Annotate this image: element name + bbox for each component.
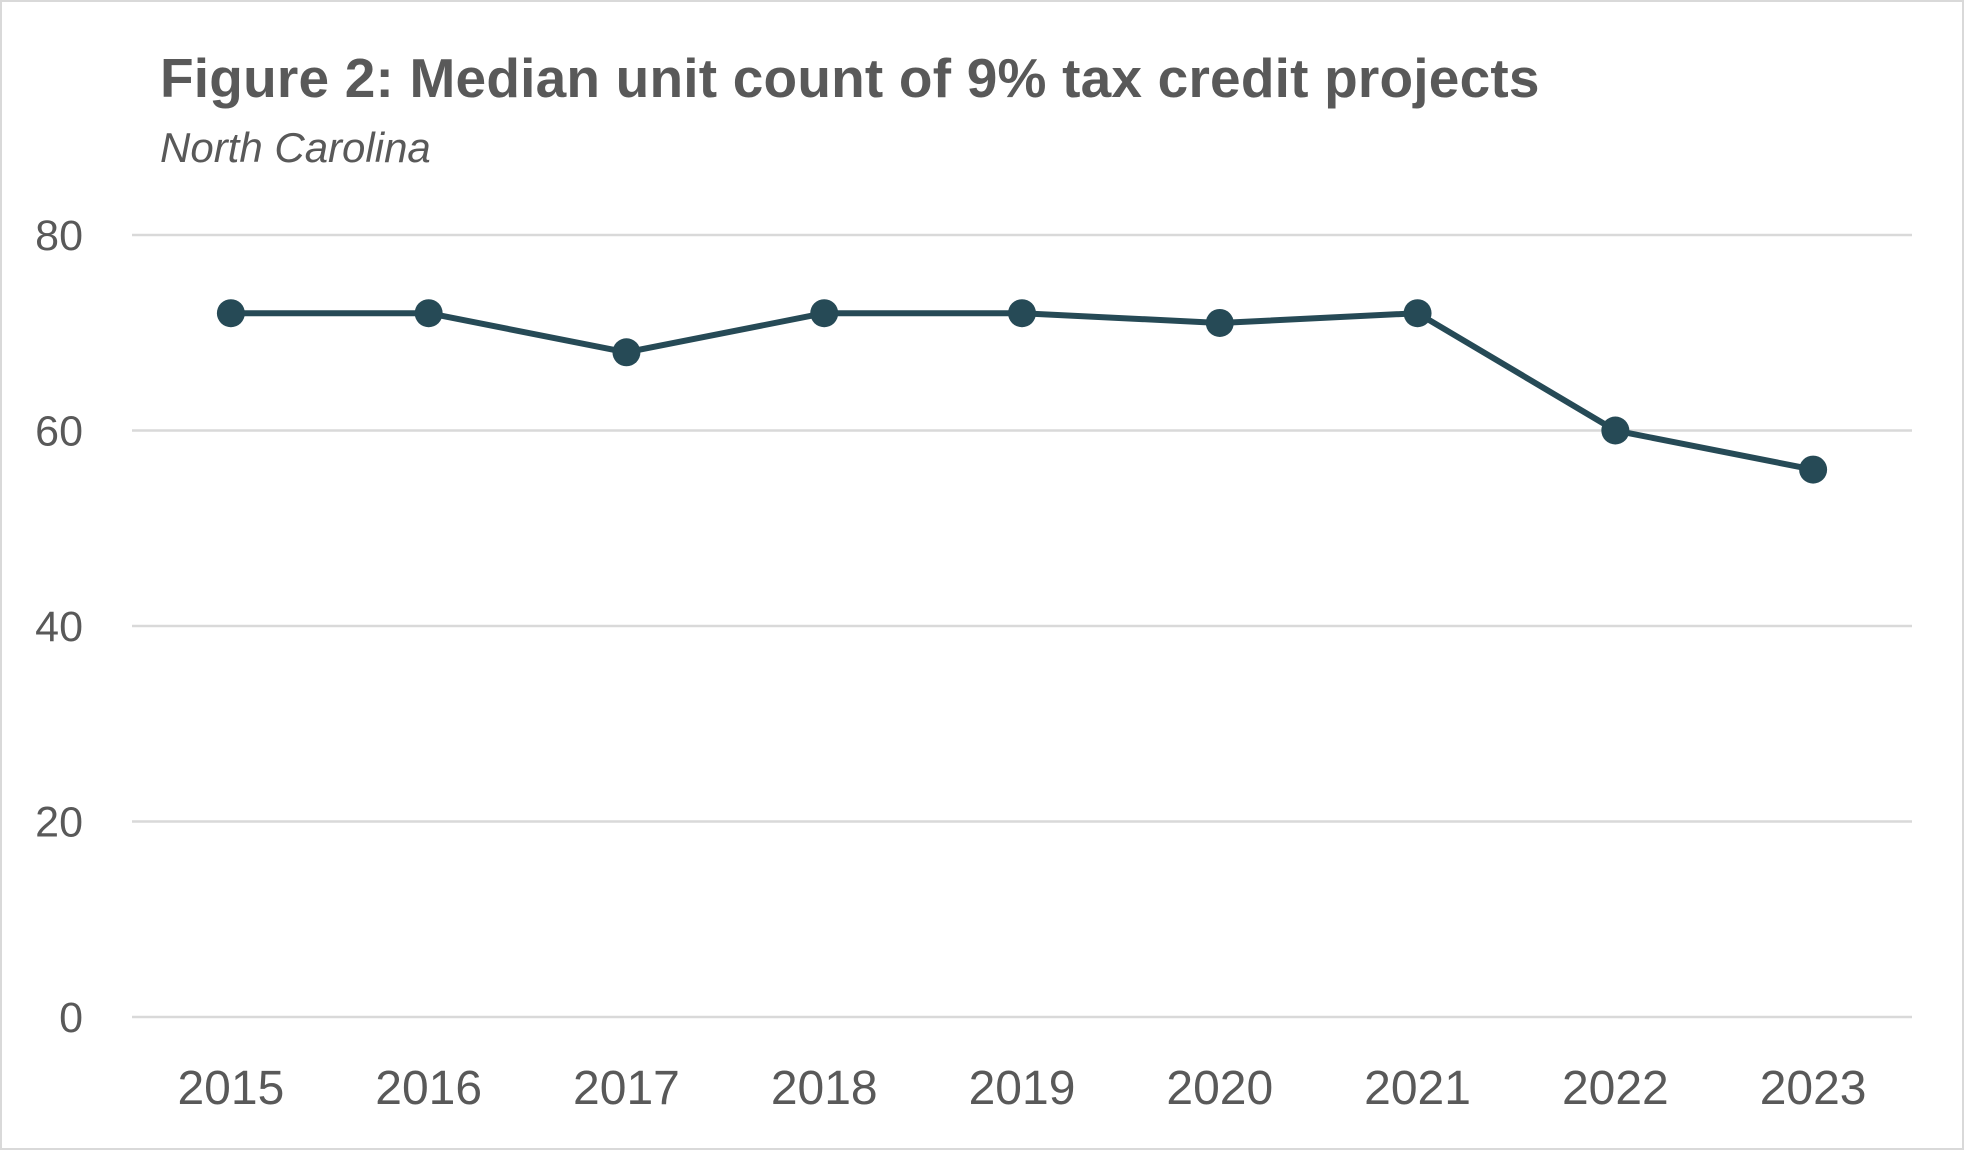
data-point-2023 [1799,455,1828,484]
chart-title: Figure 2: Median unit count of 9% tax cr… [160,47,1540,109]
y-tick-label: 0 [59,994,83,1042]
x-tick-label: 2018 [771,1062,878,1115]
x-axis-tick-labels: 2015 2016 2017 2018 2019 2020 2021 2022 2023 [177,1062,1866,1115]
x-tick-label: 2021 [1364,1062,1471,1115]
gridlines [132,233,1912,1019]
data-point-2019 [1008,299,1036,328]
chart-subtitle: North Carolina [160,124,431,171]
y-axis-tick-labels: 0 20 40 60 80 [35,212,83,1042]
x-tick-label: 2020 [1166,1062,1273,1115]
data-point-2022 [1601,416,1630,445]
data-point-2015 [216,299,245,328]
data-point-2017 [612,338,641,367]
x-tick-label: 2022 [1562,1062,1669,1115]
y-tick-label: 40 [35,603,83,651]
x-tick-label: 2017 [573,1062,680,1115]
x-tick-label: 2019 [969,1062,1076,1115]
data-point-2021 [1403,299,1432,328]
y-tick-label: 80 [35,212,83,260]
x-tick-label: 2016 [375,1062,482,1115]
data-point-2018 [810,299,839,328]
y-tick-label: 20 [35,799,83,847]
series-group [216,299,1828,484]
x-tick-label: 2015 [177,1062,284,1115]
series-line [227,310,1817,473]
data-point-2020 [1205,308,1234,337]
data-point-2016 [414,299,443,328]
x-tick-label: 2023 [1760,1062,1867,1115]
y-tick-label: 60 [35,408,83,456]
